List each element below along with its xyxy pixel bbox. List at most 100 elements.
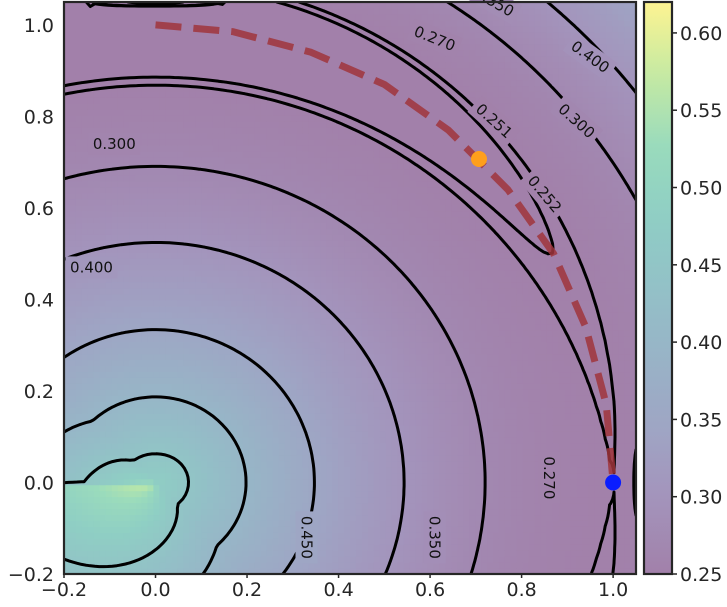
heatmap-cell — [302, 234, 309, 241]
heatmap-cell — [361, 258, 369, 265]
heatmap-cell — [201, 562, 208, 569]
heatmap-cell — [69, 568, 77, 574]
heatmap-cell — [123, 222, 131, 230]
heatmap-cell — [153, 550, 160, 557]
heatmap-cell — [183, 431, 190, 438]
heatmap-cell — [326, 460, 333, 468]
heatmap-cell — [75, 61, 83, 69]
heatmap-cell — [361, 311, 369, 319]
heatmap-cell — [260, 37, 268, 45]
heatmap-cell — [332, 329, 339, 337]
heatmap-cell — [69, 139, 77, 146]
heatmap-cell — [350, 55, 357, 63]
heatmap-cell — [105, 436, 113, 444]
heatmap-cell — [117, 43, 125, 51]
heatmap-cell — [344, 216, 351, 224]
heatmap-cell — [207, 276, 214, 283]
heatmap-cell — [159, 490, 166, 498]
heatmap-cell — [338, 139, 345, 146]
heatmap-cell — [296, 299, 303, 307]
heatmap-cell — [338, 538, 345, 545]
heatmap-cell — [260, 31, 268, 39]
heatmap-cell — [350, 496, 357, 504]
heatmap-cell — [218, 288, 226, 295]
heatmap-cell — [212, 395, 220, 402]
heatmap-cell — [260, 544, 268, 551]
heatmap-cell — [344, 377, 351, 384]
heatmap-cell — [332, 472, 339, 480]
heatmap-cell — [212, 365, 220, 373]
heatmap-cell — [189, 568, 196, 574]
heatmap-cell — [308, 31, 315, 39]
heatmap-cell — [290, 359, 297, 367]
heatmap-cell — [201, 49, 208, 57]
heatmap-cell — [129, 407, 137, 414]
heatmap-cell — [260, 228, 268, 235]
heatmap-cell — [135, 466, 143, 474]
heatmap-cell — [135, 371, 143, 378]
heatmap-cell — [254, 97, 262, 104]
heatmap-cell — [129, 127, 137, 134]
heatmap-cell — [87, 323, 95, 331]
heatmap-cell — [64, 109, 71, 116]
heatmap-cell — [117, 341, 125, 349]
heatmap-cell — [367, 210, 375, 218]
heatmap-cell — [87, 568, 95, 574]
heatmap-cell — [361, 246, 369, 253]
heatmap-cell — [230, 526, 238, 533]
heatmap-cell — [278, 407, 286, 414]
heatmap-cell — [260, 282, 268, 289]
heatmap-cell — [207, 371, 214, 378]
heatmap-cell — [171, 109, 178, 116]
heatmap-cell — [93, 389, 101, 396]
heatmap-cell — [87, 347, 95, 355]
heatmap-cell — [284, 502, 292, 510]
heatmap-cell — [266, 216, 274, 224]
heatmap-cell — [350, 240, 357, 247]
heatmap-cell — [117, 79, 125, 87]
heatmap-cell — [212, 252, 220, 259]
heatmap-cell — [266, 335, 274, 343]
heatmap-cell — [123, 401, 131, 408]
heatmap-cell — [165, 347, 172, 355]
heatmap-cell — [69, 514, 77, 521]
heatmap-cell — [81, 85, 89, 92]
heatmap-cell — [81, 246, 89, 253]
heatmap-cell — [123, 496, 131, 504]
heatmap-cell — [195, 359, 202, 367]
heatmap-cell — [129, 383, 137, 390]
heatmap-cell — [320, 31, 327, 39]
heatmap-cell — [224, 562, 232, 569]
heatmap-cell — [171, 150, 178, 158]
heatmap-cell — [278, 323, 286, 331]
heatmap-cell — [195, 150, 202, 158]
heatmap-cell — [332, 264, 339, 271]
heatmap-cell — [320, 436, 327, 444]
heatmap-cell — [141, 180, 149, 188]
heatmap-cell — [87, 448, 95, 456]
heatmap-cell — [195, 532, 202, 539]
heatmap-cell — [105, 240, 113, 247]
heatmap-cell — [260, 299, 268, 307]
heatmap-cell — [248, 431, 256, 438]
heatmap-cell — [290, 454, 297, 462]
heatmap-cell — [355, 180, 363, 188]
heatmap-cell — [332, 431, 339, 438]
heatmap-cell — [278, 121, 286, 128]
heatmap-cell — [266, 43, 274, 51]
heatmap-cell — [218, 484, 226, 492]
heatmap-cell — [367, 484, 375, 492]
heatmap-cell — [183, 13, 190, 21]
heatmap-cell — [64, 317, 71, 325]
heatmap-cell — [117, 442, 125, 450]
heatmap-cell — [69, 544, 77, 551]
heatmap-cell — [99, 31, 107, 39]
heatmap-cell — [266, 222, 274, 230]
heatmap-cell — [260, 258, 268, 265]
heatmap-cell — [75, 436, 83, 444]
heatmap-cell — [361, 216, 369, 224]
heatmap-cell — [338, 97, 345, 104]
heatmap-cell — [165, 365, 172, 373]
heatmap-cell — [236, 293, 244, 301]
heatmap-cell — [284, 282, 292, 289]
